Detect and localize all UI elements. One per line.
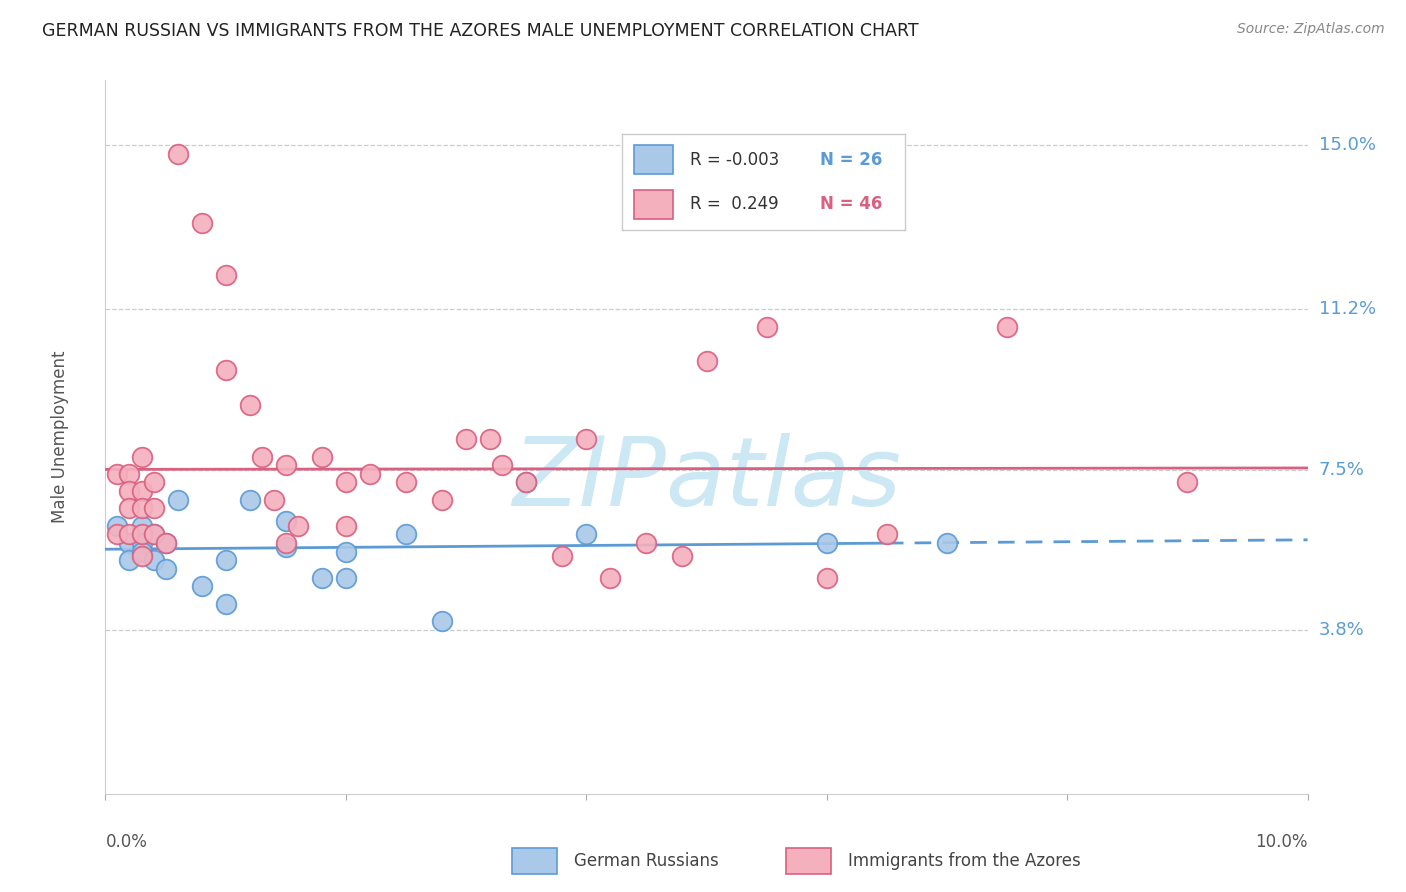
Point <box>335 571 357 585</box>
Point <box>118 467 141 481</box>
Point <box>575 432 598 446</box>
Point <box>696 354 718 368</box>
Point <box>936 536 959 550</box>
Point <box>214 597 236 611</box>
Point <box>131 518 153 533</box>
Point <box>311 450 333 464</box>
Point <box>250 450 273 464</box>
Point <box>239 398 262 412</box>
Text: GERMAN RUSSIAN VS IMMIGRANTS FROM THE AZORES MALE UNEMPLOYMENT CORRELATION CHART: GERMAN RUSSIAN VS IMMIGRANTS FROM THE AZ… <box>42 22 918 40</box>
Point <box>131 450 153 464</box>
Text: R =  0.249: R = 0.249 <box>690 195 779 213</box>
Point <box>239 492 262 507</box>
Point <box>274 541 297 555</box>
Point <box>142 527 165 541</box>
Text: 10.0%: 10.0% <box>1256 833 1308 851</box>
Point <box>131 549 153 563</box>
Point <box>491 458 513 473</box>
Point <box>166 492 188 507</box>
Point <box>815 571 838 585</box>
Point <box>995 319 1018 334</box>
Text: ZIPatlas: ZIPatlas <box>512 434 901 526</box>
Text: R = -0.003: R = -0.003 <box>690 151 779 169</box>
Point <box>274 458 297 473</box>
Point <box>636 536 658 550</box>
Point <box>190 216 212 230</box>
Point <box>131 527 153 541</box>
Point <box>142 501 165 516</box>
Point <box>107 518 129 533</box>
Point <box>274 515 297 529</box>
Point <box>395 475 418 490</box>
Text: N = 26: N = 26 <box>820 151 883 169</box>
Point <box>671 549 693 563</box>
Bar <box>512 848 557 873</box>
Point <box>575 527 598 541</box>
Text: 7.5%: 7.5% <box>1319 460 1365 478</box>
Point <box>335 475 357 490</box>
Point <box>479 432 502 446</box>
Text: 15.0%: 15.0% <box>1319 136 1375 154</box>
Text: 3.8%: 3.8% <box>1319 621 1364 639</box>
Point <box>1175 475 1198 490</box>
Point <box>335 544 357 558</box>
Point <box>118 527 141 541</box>
Bar <box>634 145 673 174</box>
Text: 11.2%: 11.2% <box>1319 301 1376 318</box>
Point <box>214 268 236 282</box>
Point <box>454 432 477 446</box>
Point <box>876 527 898 541</box>
Point <box>335 518 357 533</box>
Text: Male Unemployment: Male Unemployment <box>51 351 69 524</box>
Point <box>430 492 453 507</box>
Point <box>430 614 453 628</box>
Text: Immigrants from the Azores: Immigrants from the Azores <box>848 852 1081 870</box>
Point <box>155 562 177 576</box>
Point <box>395 527 418 541</box>
Point <box>287 518 309 533</box>
Point <box>755 319 778 334</box>
Text: Source: ZipAtlas.com: Source: ZipAtlas.com <box>1237 22 1385 37</box>
Point <box>131 501 153 516</box>
Point <box>815 536 838 550</box>
Text: N = 46: N = 46 <box>820 195 883 213</box>
Point <box>263 492 285 507</box>
Point <box>214 363 236 377</box>
Point <box>142 553 165 567</box>
Text: German Russians: German Russians <box>574 852 718 870</box>
Point <box>214 553 236 567</box>
Point <box>515 475 537 490</box>
Bar <box>634 190 673 219</box>
Point <box>599 571 621 585</box>
Point <box>515 475 537 490</box>
Point <box>118 484 141 499</box>
Point <box>166 146 188 161</box>
Point <box>107 467 129 481</box>
Point <box>142 527 165 541</box>
Point <box>107 527 129 541</box>
Point <box>142 475 165 490</box>
Point <box>311 571 333 585</box>
Text: 0.0%: 0.0% <box>105 833 148 851</box>
Point <box>131 544 153 558</box>
Point <box>155 536 177 550</box>
Point <box>118 501 141 516</box>
Point <box>131 484 153 499</box>
Point <box>118 536 141 550</box>
Point <box>131 536 153 550</box>
Point <box>118 553 141 567</box>
Point <box>155 536 177 550</box>
Point <box>359 467 381 481</box>
Point <box>274 536 297 550</box>
Point <box>551 549 574 563</box>
Point <box>190 579 212 593</box>
Bar <box>786 848 831 873</box>
